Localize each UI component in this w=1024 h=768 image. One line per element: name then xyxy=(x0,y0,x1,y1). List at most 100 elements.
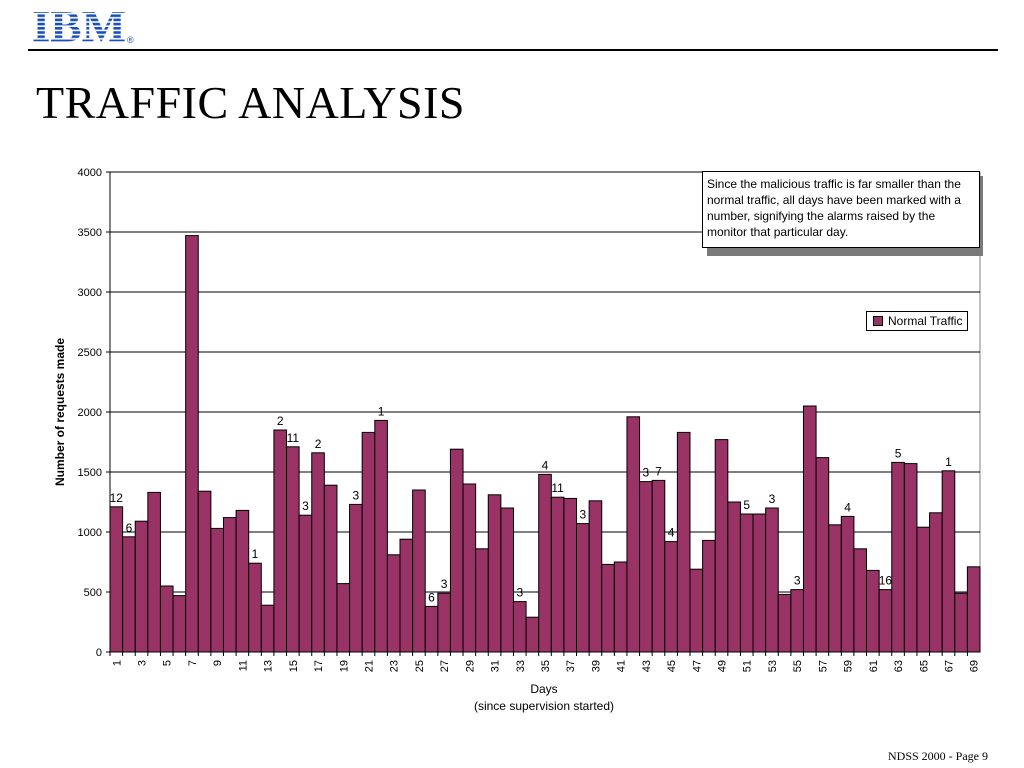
bar-day-57 xyxy=(815,457,830,653)
ibm-logo: IBM ® xyxy=(32,6,134,46)
alarm-label-day-35: 4 xyxy=(542,458,549,472)
alarm-label-day-62: 16 xyxy=(879,574,893,588)
x-tick-label: 45 xyxy=(666,660,678,672)
legend-swatch xyxy=(873,316,883,326)
bar-day-68 xyxy=(954,592,968,653)
bar-day-10 xyxy=(222,517,237,653)
bar-day-9 xyxy=(210,527,224,653)
bar-day-29 xyxy=(462,483,477,653)
bar-day-3 xyxy=(134,520,149,653)
x-tick-label: 1 xyxy=(111,660,123,666)
x-tick-label: 17 xyxy=(313,660,325,672)
alarm-label-day-16: 3 xyxy=(302,499,309,513)
bar-day-11 xyxy=(235,509,250,653)
alarm-label-day-53: 3 xyxy=(769,492,776,506)
bar-day-8 xyxy=(197,490,212,653)
x-tick-label: 51 xyxy=(742,660,754,672)
bar-day-45 xyxy=(664,541,678,653)
bar-day-44 xyxy=(651,479,666,653)
alarm-label-day-38: 3 xyxy=(579,508,586,522)
x-tick-label: 49 xyxy=(717,660,729,672)
bar-day-55 xyxy=(790,589,804,653)
bar-day-21 xyxy=(361,431,376,653)
bar-day-66 xyxy=(929,512,943,653)
bar-day-18 xyxy=(323,484,338,653)
bar-day-34 xyxy=(525,616,540,653)
y-axis-title: Number of requests made xyxy=(53,338,67,486)
bar-day-46 xyxy=(676,431,691,653)
x-tick-label: 3 xyxy=(137,660,149,666)
alarm-label-day-44: 7 xyxy=(655,464,662,478)
bar-day-20 xyxy=(349,503,363,653)
y-tick-label: 3000 xyxy=(78,287,102,299)
x-tick-label: 25 xyxy=(414,660,426,672)
bar-day-33 xyxy=(512,601,527,653)
callout-note: Since the malicious traffic is far small… xyxy=(702,171,980,248)
x-tick-label: 47 xyxy=(691,660,703,672)
bar-day-49 xyxy=(714,439,729,653)
bar-day-12 xyxy=(248,562,262,653)
bar-day-22 xyxy=(374,419,388,653)
x-tick-label: 27 xyxy=(439,660,451,672)
bar-day-39 xyxy=(588,500,603,653)
alarm-label-day-17: 2 xyxy=(315,437,322,451)
bar-day-43 xyxy=(639,481,653,653)
bar-day-64 xyxy=(903,463,918,653)
x-tick-label: 37 xyxy=(565,660,577,672)
y-tick-label: 2500 xyxy=(78,347,102,359)
x-tick-label: 7 xyxy=(187,660,199,666)
y-tick-label: 2000 xyxy=(78,407,102,419)
x-tick-label: 43 xyxy=(641,660,653,672)
alarm-label-day-59: 4 xyxy=(844,500,851,514)
bar-day-61 xyxy=(866,569,880,653)
x-tick-label: 33 xyxy=(515,660,527,672)
x-tick-label: 67 xyxy=(943,660,955,672)
bar-day-51 xyxy=(739,513,754,653)
bar-day-58 xyxy=(828,524,842,653)
alarm-label-day-36: 11 xyxy=(551,481,564,495)
bar-day-60 xyxy=(853,548,868,653)
x-tick-label: 61 xyxy=(868,660,880,672)
x-tick-label: 31 xyxy=(490,660,502,672)
bar-day-37 xyxy=(563,497,578,653)
bar-day-50 xyxy=(727,501,741,653)
x-tick-label: 13 xyxy=(263,660,275,672)
header-divider xyxy=(28,49,998,51)
x-tick-label: 65 xyxy=(918,660,930,672)
bar-day-47 xyxy=(689,568,704,653)
bar-day-40 xyxy=(601,563,615,653)
y-tick-label: 4000 xyxy=(78,167,102,179)
x-axis-subtitle: (since supervision started) xyxy=(474,699,614,713)
bar-day-48 xyxy=(702,539,716,653)
alarm-label-day-45: 4 xyxy=(668,526,675,540)
bar-day-54 xyxy=(777,593,792,653)
bar-day-53 xyxy=(765,507,779,653)
x-tick-label: 69 xyxy=(969,660,981,672)
bar-day-4 xyxy=(147,491,161,653)
alarm-label-day-20: 3 xyxy=(353,488,360,502)
x-tick-label: 5 xyxy=(162,660,174,666)
bar-day-27 xyxy=(437,592,451,653)
x-tick-label: 57 xyxy=(817,660,829,672)
bar-day-67 xyxy=(941,470,956,653)
x-tick-label: 23 xyxy=(389,660,401,672)
y-tick-label: 1500 xyxy=(78,467,102,479)
alarm-label-day-22: 1 xyxy=(378,404,385,418)
bar-day-65 xyxy=(916,526,931,653)
x-tick-label: 35 xyxy=(540,660,552,672)
y-tick-label: 500 xyxy=(84,587,102,599)
x-tick-label: 29 xyxy=(464,660,476,672)
bar-day-28 xyxy=(449,448,464,653)
bar-day-59 xyxy=(840,515,855,653)
y-tick-label: 0 xyxy=(96,647,102,659)
bar-day-42 xyxy=(626,416,641,653)
bar-day-2 xyxy=(122,536,136,653)
bar-day-32 xyxy=(500,507,514,653)
alarm-label-day-26: 6 xyxy=(428,590,435,604)
bar-day-5 xyxy=(159,585,174,653)
x-tick-label: 63 xyxy=(893,660,905,672)
alarm-label-day-27: 3 xyxy=(441,577,448,591)
x-axis-title: Days xyxy=(530,682,557,696)
x-tick-label: 19 xyxy=(338,660,350,672)
